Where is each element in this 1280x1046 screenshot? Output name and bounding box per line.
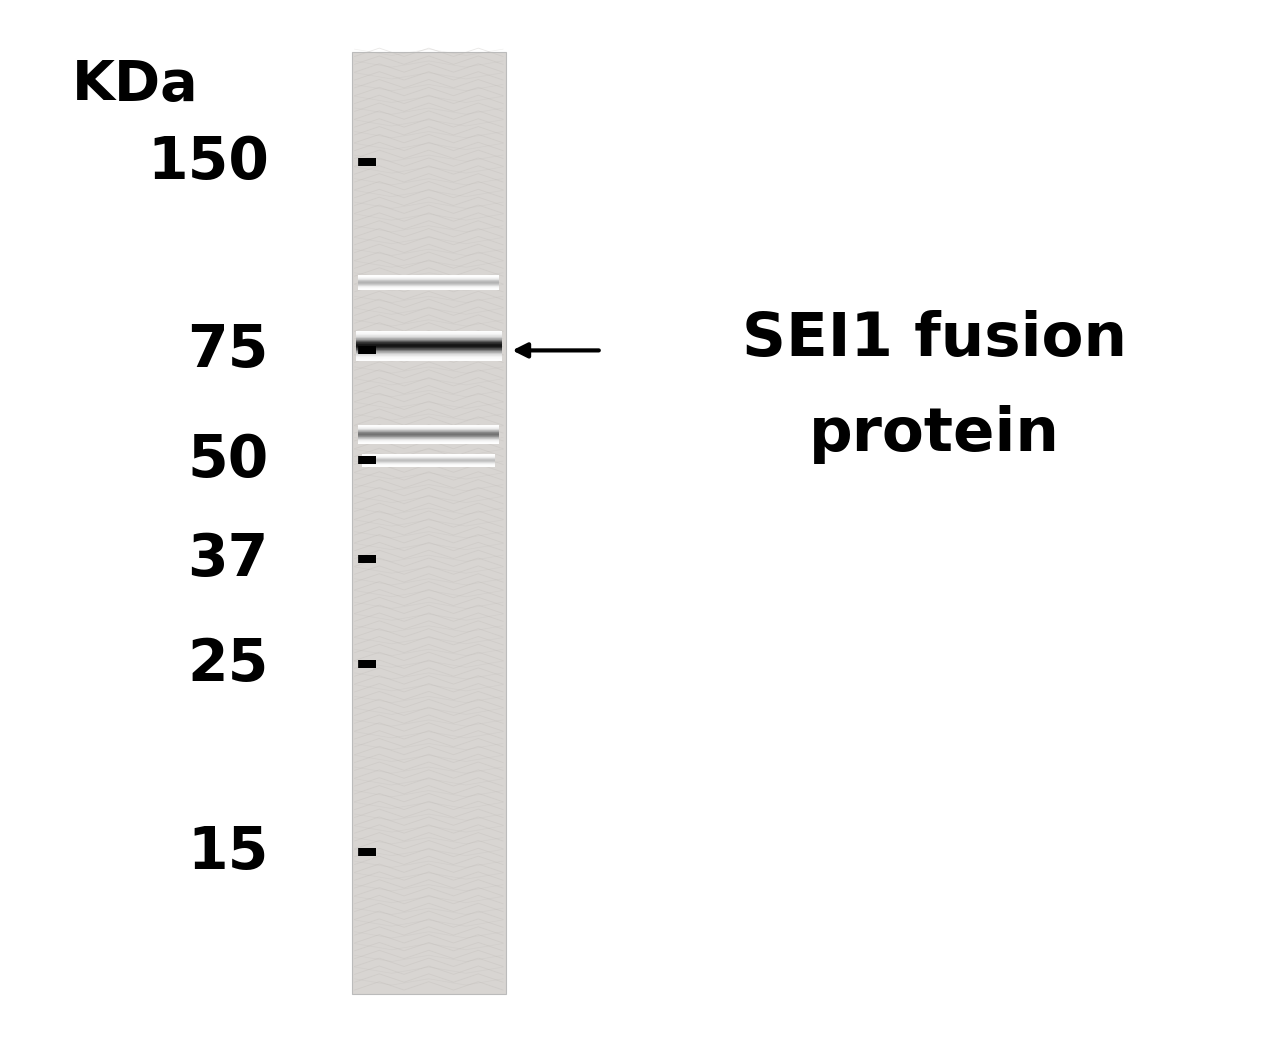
Text: -: -: [355, 636, 379, 692]
Text: 75: 75: [187, 322, 269, 379]
Text: -: -: [355, 531, 379, 588]
Text: -: -: [355, 134, 379, 190]
Text: 15: 15: [187, 824, 269, 881]
Text: 50: 50: [188, 432, 269, 488]
Text: KDa: KDa: [72, 58, 198, 112]
Text: 25: 25: [187, 636, 269, 692]
Text: SEI1 fusion: SEI1 fusion: [742, 311, 1126, 369]
Text: protein: protein: [809, 405, 1060, 463]
Text: 150: 150: [147, 134, 269, 190]
Text: -: -: [355, 432, 379, 488]
Bar: [352, 52, 506, 994]
Text: 37: 37: [188, 531, 269, 588]
Text: -: -: [355, 322, 379, 379]
Text: -: -: [355, 824, 379, 881]
